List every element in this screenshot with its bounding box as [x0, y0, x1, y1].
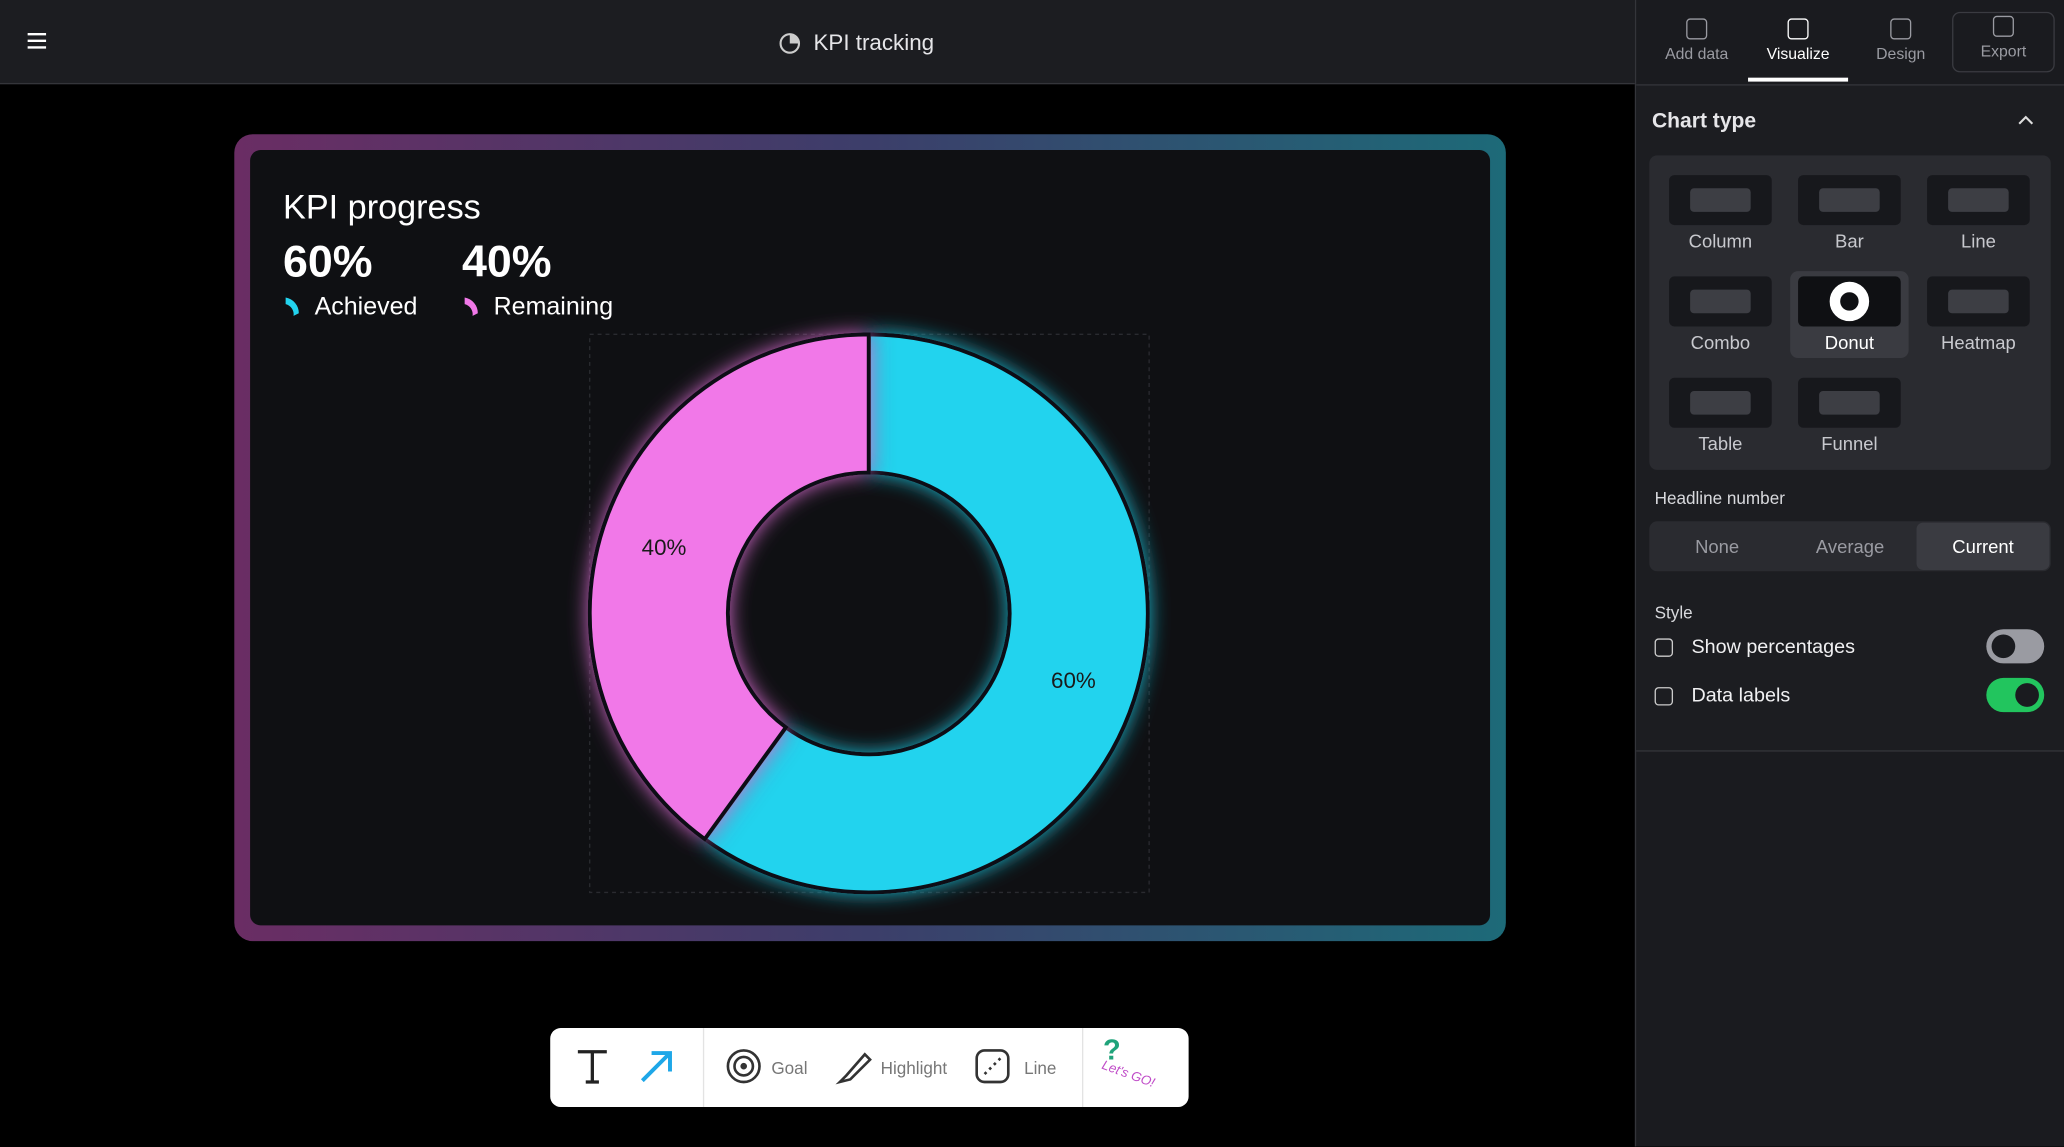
divider [1081, 1028, 1084, 1108]
style-label: Style [1654, 602, 1693, 623]
tool-label[interactable]: Line [1024, 1058, 1057, 1079]
tool-label[interactable]: Highlight [880, 1058, 948, 1079]
collapse-button[interactable] [2018, 113, 2034, 126]
legend-swatch [464, 297, 478, 316]
chart-type-option[interactable] [1669, 276, 1772, 327]
legend-label: Remaining [494, 293, 614, 321]
chart-type-option[interactable] [1798, 175, 1901, 226]
type-icon [1690, 289, 1751, 314]
type-icon [1819, 390, 1880, 415]
headline-selector: None Average Current [1649, 521, 2051, 572]
headline-number: 40% [462, 236, 552, 286]
side-panel: Chart type Column Bar Line Combo Donut Heatma… [1634, 0, 2064, 1147]
line-icon[interactable] [974, 1048, 1011, 1085]
page-title: KPI tracking [813, 30, 935, 56]
donut-segment [701, 332, 1150, 895]
donut-segment [587, 332, 871, 842]
type-icon [1690, 188, 1751, 212]
chart-type-grid: Column Bar Line Combo Donut Heatmap Table Funne… [1649, 155, 2051, 470]
divider [702, 1028, 705, 1108]
chart-type-label: Column [1688, 230, 1753, 252]
chart-type-option[interactable] [1798, 276, 1901, 327]
chart-type-label: Combo [1690, 331, 1751, 353]
toggle-icon [1654, 638, 1674, 657]
tab-label: Add data [1665, 44, 1729, 64]
toggle-icon [1654, 687, 1674, 706]
tab-label: Design [1876, 44, 1926, 64]
type-icon [1948, 289, 2009, 314]
toggle-knob [1991, 634, 2016, 659]
tab-label: Visualize [1766, 44, 1830, 64]
toggle-label: Data labels [1691, 684, 1791, 707]
chart-type-label: Funnel [1821, 433, 1878, 455]
tab-icon [1992, 15, 2014, 37]
goal-icon[interactable] [725, 1048, 762, 1085]
tab[interactable]: Design [1851, 16, 1951, 71]
chart-type-option[interactable] [1798, 377, 1901, 428]
tab[interactable]: Export [1952, 11, 2055, 73]
tab[interactable]: Visualize [1748, 16, 1849, 82]
title-icon [779, 33, 801, 54]
section-title: Chart type [1651, 110, 1757, 133]
toggle-knob [2015, 683, 2039, 707]
type-icon [1948, 188, 2009, 212]
chart-type-label: Bar [1835, 230, 1864, 252]
data-label: 60% [1051, 668, 1096, 693]
annotation-toolbar: Goal Highlight Line Let's GO! ? [550, 1028, 1189, 1108]
type-icon [1690, 390, 1751, 415]
top-bar: KPI tracking [0, 0, 1635, 85]
tab-icon [1890, 18, 1912, 40]
toggle-switch[interactable] [1986, 629, 2045, 664]
chart-title: KPI progress [283, 189, 481, 227]
chart-type-option[interactable] [1927, 175, 2030, 226]
toggle-label: Show percentages [1691, 635, 1855, 659]
data-label: 40% [642, 535, 687, 560]
type-icon [1819, 188, 1880, 212]
visualize-settings: Chart type Column Bar Line Combo Donut Heatma… [1636, 84, 2064, 752]
chart-type-label: Donut [1824, 331, 1874, 353]
chart-type-option[interactable] [1927, 276, 2030, 327]
highlight-icon[interactable] [835, 1046, 874, 1085]
chart-type-option[interactable] [1669, 377, 1772, 428]
tab-icon [1787, 18, 1809, 40]
chart-type-label: Heatmap [1941, 331, 2016, 353]
chart-type-label: Table [1698, 433, 1743, 455]
headline-number: 60% [283, 236, 373, 286]
text-tool[interactable] [574, 1046, 611, 1085]
sticker-art: ? [1103, 1033, 1121, 1067]
donut-icon [1829, 281, 1870, 322]
headline-option[interactable]: None [1695, 535, 1740, 557]
tab-label: Export [1980, 42, 2027, 61]
menu-button[interactable] [26, 32, 47, 50]
chart: KPI progress 60% Achieved 40% Remaining 60% 4… [283, 189, 1150, 895]
headline-option[interactable]: Current [1916, 522, 2050, 570]
tool-label[interactable]: Goal [771, 1058, 808, 1079]
arrow-tool[interactable] [637, 1046, 676, 1085]
tab-icon [1686, 18, 1708, 40]
headline-label: Headline number [1654, 488, 1785, 509]
tab[interactable]: Add data [1647, 16, 1747, 71]
toggle-switch[interactable] [1986, 677, 2045, 713]
chart-type-option[interactable] [1669, 175, 1772, 226]
headline-option[interactable]: Average [1815, 535, 1885, 557]
legend-label: Achieved [315, 293, 418, 321]
legend-swatch [285, 297, 299, 316]
chart-type-label: Line [1960, 230, 1996, 252]
